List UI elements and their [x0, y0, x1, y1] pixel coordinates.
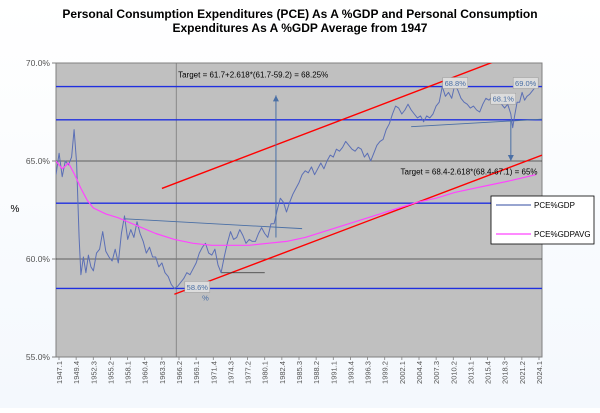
x-tick-label: 1977.2 — [244, 361, 253, 384]
x-tick-label: 2021.2 — [518, 361, 527, 384]
data-label-3: 69.0% — [515, 79, 537, 88]
data-label-0: 58.6% — [187, 283, 209, 292]
x-tick-label: 2004.4 — [415, 361, 424, 384]
x-tick-label: 2013.1 — [466, 361, 475, 384]
x-tick-label: 1996.3 — [364, 361, 373, 384]
series-pce-gdp-avg-line — [56, 160, 536, 246]
x-tick-label: 1955.2 — [106, 361, 115, 384]
x-tick-label: 1993.4 — [346, 361, 355, 384]
annotations: Target = 61.7+2.618*(61.7-59.2) = 68.25%… — [178, 71, 539, 302]
x-tick-label: 1960.4 — [141, 361, 150, 384]
neckline-1960s — [124, 218, 303, 230]
x-tick-label: 1963.3 — [158, 361, 167, 384]
x-tick-label: 1966.2 — [175, 361, 184, 384]
x-tick-label: 1952.3 — [89, 361, 98, 384]
legend: PCE%GDP PCE%GDPAVG — [490, 195, 595, 245]
gridlines — [56, 63, 542, 357]
target-down-arrow-head — [507, 155, 514, 161]
y-axis-label: % — [11, 204, 20, 215]
x-axis: 1947.1 1949.4 1952.3 1955.2 1958.1 1960.4 1963… — [55, 357, 544, 384]
y-tick-label: 55.0% — [26, 352, 51, 362]
x-tick-label: 1947.1 — [55, 361, 64, 384]
data-label-box-3 — [512, 77, 539, 89]
x-tick-label: 1974.3 — [226, 361, 235, 384]
x-tick-label: 2018.3 — [501, 361, 510, 384]
x-tick-label: 1988.2 — [312, 361, 321, 384]
trend-lower-line — [174, 154, 542, 295]
x-tick-label: 1971.4 — [209, 361, 218, 384]
x-tick-label: 1969.1 — [192, 361, 201, 384]
legend-box — [490, 195, 595, 245]
series-pce-gdp-line — [56, 84, 537, 289]
data-label-percent-mark: % — [202, 293, 209, 302]
target-up-text: Target = 61.7+2.618*(61.7-59.2) = 68.25% — [178, 71, 328, 80]
legend-label-avg: PCE%GDPAVG — [534, 230, 591, 239]
x-tick-label: 1980.1 — [261, 361, 270, 384]
horizontal-levels — [56, 85, 542, 290]
y-axis: 55.0% 60.0% 65.0% 70.0% — [26, 58, 56, 362]
x-tick-label: 1949.4 — [72, 361, 81, 384]
y-tick-label: 70.0% — [26, 58, 51, 68]
x-tick-label: 1982.4 — [278, 361, 287, 384]
chart-title-line-1: Personal Consumption Expenditures (PCE) … — [62, 7, 537, 21]
data-label-2: 68.1% — [493, 95, 515, 104]
trend-upper-line — [161, 63, 493, 190]
data-label-box-0 — [184, 281, 211, 293]
series-layer — [56, 84, 537, 289]
x-tick-label: 1999.2 — [381, 361, 390, 384]
x-tick-label: 1985.3 — [295, 361, 304, 384]
x-tick-label: 2024.1 — [535, 361, 544, 384]
target-down-text: Target = 68.4-2.618*(68.4-67.1) = 65% — [401, 168, 538, 177]
plot-area — [55, 62, 543, 358]
neckline-2000s — [411, 118, 542, 128]
x-tick-label: 2015.4 — [484, 361, 493, 384]
x-tick-label: 1991.1 — [329, 361, 338, 384]
target-up-arrow-head — [272, 95, 279, 102]
data-label-box-2 — [490, 92, 516, 105]
chart-title-line-2: Expenditures As A %GDP Average from 1947 — [173, 21, 428, 35]
x-tick-label: 2002.1 — [398, 361, 407, 384]
legend-label-pce: PCE%GDP — [534, 201, 575, 210]
x-tick-label: 2010.2 — [449, 361, 458, 384]
y-tick-label: 65.0% — [26, 156, 51, 166]
x-tick-label: 2007.3 — [432, 361, 441, 384]
y-tick-label: 60.0% — [26, 254, 51, 264]
trend-channel — [124, 63, 542, 295]
data-label-1: 68.8% — [445, 79, 467, 88]
data-label-box-1 — [442, 77, 469, 89]
x-tick-label: 1958.1 — [124, 361, 133, 384]
